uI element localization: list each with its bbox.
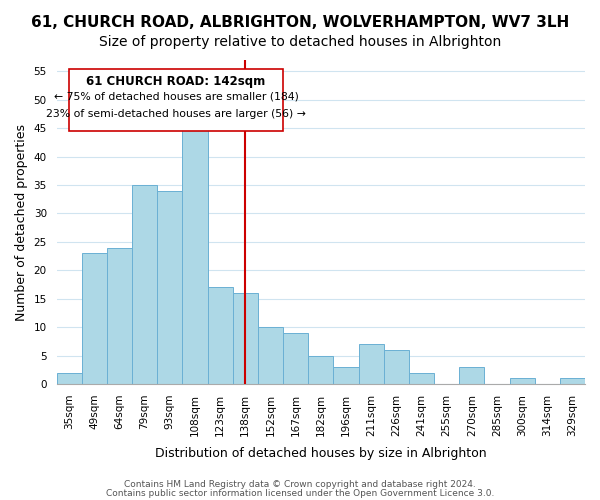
Text: 23% of semi-detached houses are larger (56) →: 23% of semi-detached houses are larger (…	[46, 109, 306, 119]
Bar	[409, 372, 434, 384]
Bar	[283, 333, 308, 384]
Text: 61 CHURCH ROAD: 142sqm: 61 CHURCH ROAD: 142sqm	[86, 75, 266, 88]
Bar	[82, 254, 107, 384]
Bar	[208, 288, 233, 384]
Bar	[359, 344, 383, 384]
Bar	[383, 350, 409, 384]
Text: ← 75% of detached houses are smaller (184): ← 75% of detached houses are smaller (18…	[53, 92, 299, 102]
Y-axis label: Number of detached properties: Number of detached properties	[15, 124, 28, 320]
Bar	[560, 378, 585, 384]
Text: Size of property relative to detached houses in Albrighton: Size of property relative to detached ho…	[99, 35, 501, 49]
Text: Contains HM Land Registry data © Crown copyright and database right 2024.: Contains HM Land Registry data © Crown c…	[124, 480, 476, 489]
FancyBboxPatch shape	[69, 68, 283, 131]
Bar	[132, 185, 157, 384]
Bar	[157, 191, 182, 384]
Text: Contains public sector information licensed under the Open Government Licence 3.: Contains public sector information licen…	[106, 488, 494, 498]
Bar	[107, 248, 132, 384]
Bar	[308, 356, 334, 384]
Bar	[56, 372, 82, 384]
X-axis label: Distribution of detached houses by size in Albrighton: Distribution of detached houses by size …	[155, 447, 487, 460]
Bar	[459, 367, 484, 384]
Bar	[182, 122, 208, 384]
Text: 61, CHURCH ROAD, ALBRIGHTON, WOLVERHAMPTON, WV7 3LH: 61, CHURCH ROAD, ALBRIGHTON, WOLVERHAMPT…	[31, 15, 569, 30]
Bar	[334, 367, 359, 384]
Bar	[509, 378, 535, 384]
Bar	[258, 327, 283, 384]
Bar	[233, 293, 258, 384]
